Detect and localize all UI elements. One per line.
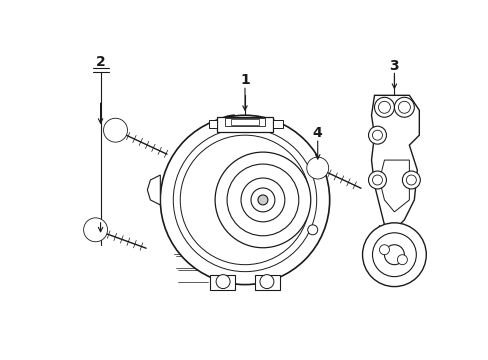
- Circle shape: [241, 178, 285, 222]
- Circle shape: [402, 171, 420, 189]
- Circle shape: [250, 188, 274, 212]
- Polygon shape: [210, 275, 235, 289]
- Circle shape: [368, 126, 386, 144]
- Circle shape: [372, 233, 415, 276]
- Circle shape: [394, 97, 413, 117]
- Circle shape: [160, 115, 329, 285]
- Bar: [195, 220, 209, 234]
- Circle shape: [384, 245, 404, 265]
- Polygon shape: [147, 175, 160, 205]
- Circle shape: [379, 245, 388, 255]
- Text: 3: 3: [389, 59, 398, 73]
- Bar: [195, 202, 209, 216]
- Polygon shape: [230, 119, 259, 125]
- Circle shape: [406, 175, 415, 185]
- Circle shape: [368, 171, 386, 189]
- Circle shape: [258, 195, 267, 205]
- Circle shape: [378, 101, 389, 113]
- Polygon shape: [379, 160, 408, 212]
- Circle shape: [216, 275, 229, 289]
- Circle shape: [260, 275, 273, 289]
- Text: 2: 2: [96, 55, 105, 69]
- Polygon shape: [371, 95, 419, 230]
- Text: 1: 1: [240, 73, 249, 87]
- Text: 4: 4: [312, 126, 322, 140]
- Circle shape: [372, 175, 382, 185]
- Circle shape: [226, 164, 298, 236]
- Circle shape: [103, 118, 127, 142]
- Circle shape: [215, 152, 310, 248]
- Circle shape: [397, 255, 407, 265]
- Circle shape: [372, 130, 382, 140]
- Circle shape: [398, 101, 409, 113]
- Polygon shape: [272, 120, 282, 128]
- Polygon shape: [217, 117, 272, 132]
- Polygon shape: [254, 275, 279, 289]
- Circle shape: [306, 157, 328, 179]
- Polygon shape: [209, 120, 217, 128]
- Circle shape: [173, 128, 316, 272]
- Circle shape: [362, 223, 426, 287]
- Circle shape: [374, 97, 394, 117]
- Circle shape: [307, 225, 317, 235]
- Circle shape: [83, 218, 107, 242]
- Circle shape: [180, 135, 309, 265]
- Polygon shape: [224, 118, 264, 126]
